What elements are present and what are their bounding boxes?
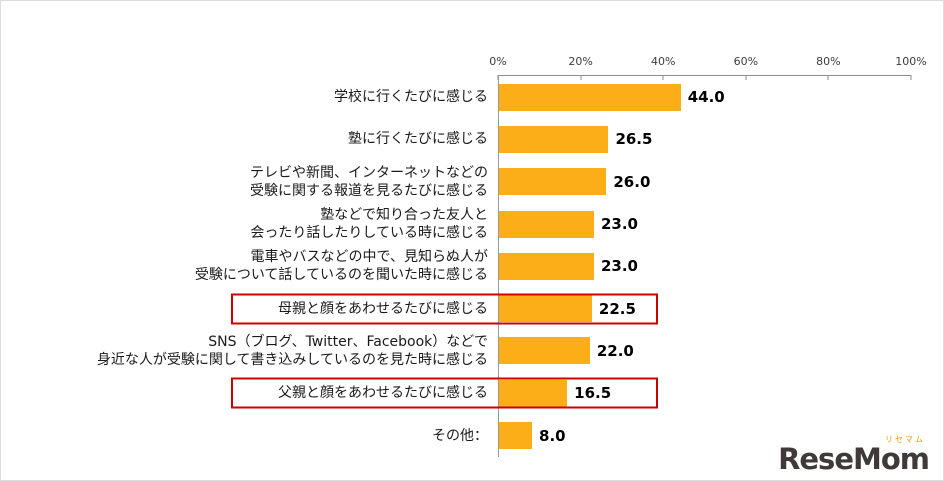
bar	[499, 83, 681, 111]
value-label: 22.0	[596, 341, 634, 360]
chart-row: テレビや新聞、インターネットなどの 受験に関する報道を見るたびに感じる 26.0	[1, 160, 943, 203]
value-label: 8.0	[539, 426, 566, 445]
bar	[499, 295, 592, 323]
value-label: 16.5	[574, 384, 612, 403]
category-label: 父親と顔をあわせるたびに感じる	[278, 385, 488, 402]
bar	[499, 168, 607, 196]
plot-area: 26.5	[498, 118, 943, 161]
category-label: 塾に行くたびに感じる	[348, 131, 488, 148]
category-label: 母親と顔をあわせるたびに感じる	[278, 300, 488, 317]
bar	[499, 252, 594, 280]
plot-area: 23.0	[498, 245, 943, 288]
plot-area: 8.0	[498, 414, 943, 457]
bar	[499, 210, 594, 238]
chart-row: 塾などで知り合った友人と 会ったり話したりしている時に感じる 23.0	[1, 202, 943, 246]
chart-row: 父親と顔をあわせるたびに感じる 16.5	[1, 372, 943, 415]
x-tick-label: 40%	[650, 55, 676, 68]
x-tick-label: 100%	[895, 55, 927, 68]
chart-row: 学校に行くたびに感じる 44.0	[1, 76, 943, 119]
plot-area: 22.0	[498, 329, 943, 373]
x-tick-mark	[745, 75, 747, 80]
category-label: SNS（ブログ、Twitter、Facebook）などで 身近な人が受験に関して書…	[96, 333, 488, 368]
chart-row: 電車やバスなどの中で、見知らぬ人が 受験について話しているのを聞いた時に感じる 23…	[1, 245, 943, 288]
x-tick-mark	[662, 75, 664, 80]
category-label: 電車やバスなどの中で、見知らぬ人が 受験について話しているのを聞いた時に感じる	[194, 249, 488, 284]
chart-row: SNS（ブログ、Twitter、Facebook）などで 身近な人が受験に関して書…	[1, 329, 943, 373]
chart-row: その他： 8.0	[1, 414, 943, 457]
x-tick-mark	[827, 75, 829, 80]
x-tick-mark	[910, 75, 912, 80]
value-label: 26.5	[615, 130, 653, 149]
plot-area: 44.0	[498, 76, 943, 119]
value-label: 44.0	[687, 88, 725, 107]
chart-row: 母親と顔をあわせるたびに感じる 22.5	[1, 287, 943, 330]
bar	[499, 125, 609, 153]
x-tick-label: 20%	[568, 55, 593, 68]
category-label: 学校に行くたびに感じる	[334, 89, 488, 106]
bar	[499, 337, 590, 365]
category-label: 塾などで知り合った友人と 会ったり話したりしている時に感じる	[250, 207, 488, 242]
value-label: 23.0	[600, 215, 638, 234]
value-label: 23.0	[600, 257, 638, 276]
chart-row: 塾に行くたびに感じる 26.5	[1, 118, 943, 161]
x-tick-label: 0%	[489, 55, 507, 68]
resemom-logo: リセマム ReseMom	[778, 435, 930, 476]
bar	[499, 379, 568, 407]
x-axis: 0% 20% 40% 60% 80% 100%	[489, 51, 927, 80]
logo-wordmark: ReseMom	[778, 442, 930, 476]
x-tick-label: 60%	[733, 55, 759, 68]
bar	[499, 422, 533, 450]
category-label: テレビや新聞、インターネットなどの 受験に関する報道を見るたびに感じる	[250, 164, 488, 199]
plot-area: 16.5	[498, 372, 943, 415]
x-tick-label: 80%	[816, 55, 841, 68]
plot-area: 26.0	[498, 160, 943, 203]
logo-katakana-text: リセマム	[885, 435, 925, 444]
bar-rows: 学校に行くたびに感じる 44.0 塾に行くたびに感じる 26.5 テレビや新聞、インター…	[1, 76, 943, 457]
x-tick-mark	[580, 75, 582, 80]
category-label: その他：	[432, 427, 488, 444]
plot-area: 22.5	[498, 287, 943, 330]
plot-area: 23.0	[498, 202, 943, 246]
value-label: 22.5	[598, 299, 636, 318]
value-label: 26.0	[613, 172, 651, 191]
